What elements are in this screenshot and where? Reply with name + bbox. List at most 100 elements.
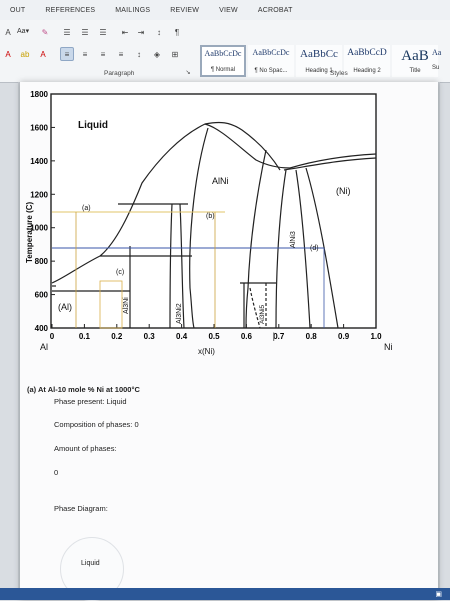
phase-diagram-svg: 400 600 800 1000 1200 1400 1600 1800 0 0.1 0.2 0.3… bbox=[25, 90, 393, 356]
style-name: ¶ No Spac... bbox=[254, 68, 288, 74]
x-tick-label: 0.2 bbox=[111, 332, 123, 341]
x-tick-label: 0.7 bbox=[273, 332, 285, 341]
y-tick-group: 400 600 800 1000 1200 1400 1600 1800 bbox=[30, 90, 55, 333]
font-color-icon[interactable]: A bbox=[5, 49, 11, 59]
composition-text: Composition of phases: 0 bbox=[54, 420, 139, 429]
question-heading: (a) At Al-10 mole % Ni at 1000°C bbox=[27, 385, 140, 394]
decrease-indent-icon[interactable]: ⇤ bbox=[121, 27, 129, 37]
multilevel-icon[interactable]: ☰ bbox=[99, 27, 107, 37]
style-sample: Aa bbox=[432, 48, 442, 57]
label-ni: (Ni) bbox=[336, 186, 351, 196]
alni-left-boundary bbox=[189, 127, 209, 329]
numbering-icon[interactable]: ☰ bbox=[81, 27, 89, 37]
liquidus-right bbox=[289, 153, 377, 169]
clear-formatting-icon[interactable]: ✎ bbox=[41, 27, 49, 37]
liquidus-left bbox=[51, 121, 281, 284]
c-box bbox=[99, 280, 123, 329]
y-tick-label: 600 bbox=[35, 291, 49, 300]
ni-end-label: Ni bbox=[384, 342, 393, 352]
align-right-icon[interactable]: ≡ bbox=[100, 49, 106, 59]
x-tick-label: 0.9 bbox=[338, 332, 350, 341]
al3ni2-right bbox=[179, 203, 185, 329]
style-name: Title bbox=[409, 68, 421, 74]
ni-solvus bbox=[305, 167, 339, 329]
y-tick-label: 800 bbox=[35, 257, 49, 266]
style-normal[interactable]: AaBbCcDc ¶ Normal bbox=[200, 45, 246, 77]
y-tick-label: 1000 bbox=[30, 224, 48, 233]
ribbon-body: A Aa ▾ ✎ A ab A ☰ ☰ ☰ ⇤ ⇥ ↕ ¶ ≡ ≡ ≡ ≡ ↕ ◈… bbox=[0, 20, 450, 83]
tab-references[interactable]: REFERENCES bbox=[45, 6, 96, 14]
label-al3ni5: Al3Ni5 bbox=[259, 304, 266, 324]
ribbon-tab-bar: OUT REFERENCES MAILINGS REVIEW VIEW ACRO… bbox=[0, 0, 450, 21]
style-name: Heading 2 bbox=[353, 68, 381, 74]
y-tick-label: 1800 bbox=[30, 90, 48, 99]
label-al: (Al) bbox=[58, 302, 72, 312]
phase-diagram-figure: 400 600 800 1000 1200 1400 1600 1800 0 0.1 0.2 0.3… bbox=[20, 88, 400, 388]
styles-gallery: AaBbCcDc ¶ Normal AaBbCcDc ¶ No Spac... … bbox=[200, 45, 445, 79]
plot-frame bbox=[50, 93, 377, 329]
x-tick-label: 0.5 bbox=[208, 332, 220, 341]
align-left-icon[interactable]: ≡ bbox=[60, 47, 74, 61]
label-al3ni2: Al3Ni2 bbox=[176, 303, 183, 324]
document-page[interactable]: 400 600 800 1000 1200 1400 1600 1800 0 0.1 0.2 0.3… bbox=[20, 82, 438, 601]
y-tick-label: 1400 bbox=[30, 157, 48, 166]
shading-icon[interactable]: ◈ bbox=[153, 49, 161, 59]
label-alni: AlNi bbox=[212, 176, 229, 186]
increase-indent-icon[interactable]: ⇥ bbox=[137, 27, 145, 37]
highlight-icon[interactable]: ab bbox=[20, 49, 30, 59]
text-cursor-icon: I bbox=[272, 330, 276, 344]
style-heading-2[interactable]: AaBbCcD Heading 2 bbox=[344, 45, 390, 77]
tab-review[interactable]: REVIEW bbox=[170, 6, 200, 14]
tab-mailings[interactable]: MAILINGS bbox=[115, 6, 151, 14]
sort-icon[interactable]: ↕ bbox=[157, 27, 161, 37]
style-no-spacing[interactable]: AaBbCcDc ¶ No Spac... bbox=[248, 45, 294, 77]
marker-b: (b) bbox=[206, 213, 215, 220]
x-tick-label: 0.3 bbox=[144, 332, 156, 341]
phase-boundaries bbox=[51, 121, 377, 329]
y-tick-label: 1600 bbox=[30, 123, 48, 132]
x-tick-label: 0.8 bbox=[306, 332, 318, 341]
style-title[interactable]: AaB Title bbox=[392, 45, 438, 77]
style-name: Su bbox=[432, 65, 440, 71]
tab-view[interactable]: VIEW bbox=[219, 6, 238, 14]
x-tick-group: 0 0.1 0.2 0.3 0.4 0.5 0.6 0.7 0.8 0.9 1.0 bbox=[50, 324, 382, 341]
alni-right-boundary bbox=[245, 149, 267, 329]
change-case-label: Aa bbox=[17, 27, 26, 35]
label-alni3: AlNi3 bbox=[290, 231, 297, 248]
paragraph-dialog-launcher-icon[interactable]: ↘ bbox=[185, 69, 191, 76]
center-icon[interactable]: ≡ bbox=[82, 49, 88, 59]
region-labels: Liquid AlNi (Ni) (Al) Al3Ni Al3Ni2 Al3Ni… bbox=[25, 120, 393, 356]
bullets-icon[interactable]: ☰ bbox=[63, 27, 71, 37]
circle-label: Liquid bbox=[81, 560, 100, 567]
x-tick-label: 0.1 bbox=[79, 332, 91, 341]
borders-icon[interactable]: ⊞ bbox=[171, 49, 179, 59]
status-bar: ▣ bbox=[0, 588, 450, 600]
alni3-right bbox=[295, 169, 311, 329]
x-tick-label: 0.6 bbox=[241, 332, 253, 341]
style-heading-1[interactable]: AaBbCc Heading 1 bbox=[296, 45, 342, 77]
line-spacing-icon[interactable]: ↕ bbox=[137, 49, 141, 59]
pilcrow-icon[interactable]: ¶ bbox=[174, 27, 180, 37]
text-color-icon[interactable]: A bbox=[40, 49, 46, 59]
marker-c: (c) bbox=[116, 269, 124, 276]
style-sample: AaBbCcD bbox=[347, 48, 387, 58]
styles-group-label: Styles bbox=[330, 70, 348, 77]
solidus-right bbox=[283, 157, 377, 171]
change-case-button[interactable]: Aa ▾ bbox=[17, 27, 30, 36]
tab-acrobat[interactable]: ACROBAT bbox=[257, 6, 293, 14]
label-liquid: Liquid bbox=[78, 120, 108, 131]
zoom-icon[interactable]: ▣ bbox=[435, 591, 442, 598]
phase-present-text: Phase present: Liquid bbox=[54, 397, 127, 406]
justify-icon[interactable]: ≡ bbox=[118, 49, 124, 59]
x-tick-label: 1.0 bbox=[370, 332, 382, 341]
amount-label: Amount of phases: bbox=[54, 444, 117, 453]
style-subtitle[interactable]: Aa Su bbox=[432, 45, 450, 77]
marker-d: (d) bbox=[310, 245, 319, 252]
x-axis-label: x(Ni) bbox=[198, 347, 215, 356]
al3ni5-dashed bbox=[249, 287, 261, 329]
grow-font-icon[interactable]: A bbox=[5, 27, 11, 37]
x-tick-label: 0 bbox=[50, 332, 55, 341]
style-sample: AaB bbox=[401, 48, 429, 64]
label-al3ni: Al3Ni bbox=[123, 297, 130, 314]
tab-layout[interactable]: OUT bbox=[10, 6, 26, 14]
